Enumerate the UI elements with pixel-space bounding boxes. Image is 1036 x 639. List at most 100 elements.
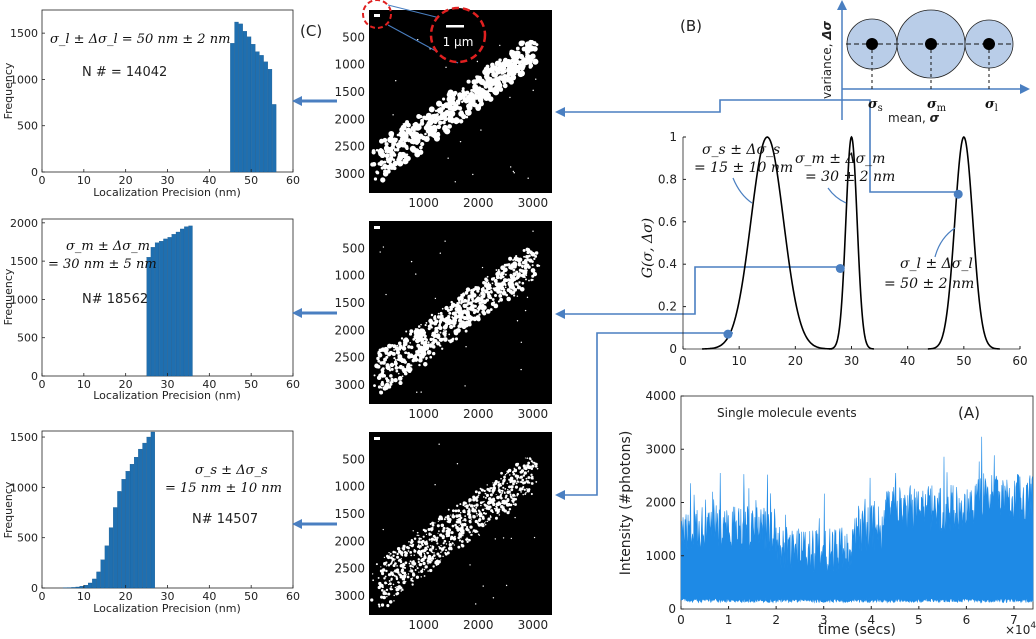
localization-point [387, 583, 390, 586]
localization-point [489, 515, 492, 517]
hist-x-ticks: 0 10 20 30 40 50 60 [39, 373, 300, 391]
localization-point [514, 503, 517, 506]
localization-point [429, 322, 432, 326]
connector-medium [563, 266, 838, 315]
localization-point [439, 316, 442, 319]
localization-point [370, 598, 374, 602]
localization-point [428, 126, 433, 131]
localization-point [442, 534, 444, 537]
localization-point [434, 297, 437, 300]
localization-point [439, 252, 441, 254]
localization-point [531, 260, 534, 263]
localization-point [407, 546, 410, 550]
localization-point [419, 145, 423, 150]
localization-point [516, 283, 519, 286]
localization-point [431, 556, 435, 560]
localization-point [517, 262, 522, 267]
localization-point [483, 503, 486, 506]
localization-point [435, 334, 441, 339]
localization-point [522, 464, 526, 468]
localization-point [400, 551, 404, 555]
localization-point [458, 525, 460, 527]
localization-point [523, 57, 529, 63]
localization-point [469, 316, 474, 321]
hist-xlabel: Localization Precision (nm) [93, 186, 241, 199]
localization-point [409, 342, 412, 344]
localization-point [421, 568, 424, 571]
localization-point [443, 546, 446, 549]
localization-point [400, 574, 404, 578]
localization-point [525, 477, 528, 480]
localization-point [410, 579, 413, 582]
localization-point [416, 352, 420, 357]
localization-point [536, 264, 540, 267]
localization-point [476, 75, 480, 79]
localization-point [513, 480, 516, 483]
localization-point [518, 63, 522, 67]
localization-point [380, 588, 384, 592]
localization-point [466, 308, 469, 311]
localization-point [417, 335, 421, 339]
localization-point [414, 124, 421, 131]
localization-point [465, 528, 468, 531]
localization-point [456, 504, 459, 507]
localization-point [413, 554, 415, 557]
x-tick-label: 40 [202, 378, 216, 391]
x-tick-label: 0 [39, 174, 46, 187]
arrowhead [292, 96, 302, 106]
localization-point [431, 134, 434, 138]
localization-point [458, 318, 463, 323]
localization-point [460, 523, 465, 527]
localization-point [392, 550, 396, 554]
localization-point [380, 382, 385, 387]
localization-point [453, 544, 456, 546]
localization-point [510, 485, 514, 489]
localization-point [401, 588, 404, 591]
localization-point [421, 352, 425, 356]
localization-point [431, 545, 433, 547]
hist-formula-line2: = 30 nm ± 5 nm [48, 257, 157, 272]
localization-point [461, 324, 467, 330]
hist-count: N # = 14042 [82, 65, 167, 80]
localization-point [438, 554, 442, 558]
localization-point [389, 374, 393, 378]
localization-point [422, 535, 425, 538]
localization-point [410, 568, 412, 570]
localization-point [380, 595, 384, 599]
localization-point [441, 347, 444, 350]
localization-point [484, 281, 487, 284]
localization-point [501, 79, 507, 85]
localization-point [451, 514, 456, 519]
localization-point [489, 79, 495, 85]
localization-point [435, 548, 437, 551]
localization-point [409, 550, 413, 554]
localization-point [519, 481, 522, 483]
localization-point [516, 288, 518, 290]
histogram-large-sigma: 0 10 20 30 40 50 60 0 500 1000 1500 Localization … [2, 9, 300, 199]
localization-point [384, 575, 387, 578]
localization-point [489, 308, 493, 312]
hist-y-ticks: 0 500 1000 1500 [10, 431, 45, 595]
localization-point [447, 339, 451, 342]
localization-points [370, 26, 539, 183]
hist-formula: σ_s ± Δσ_s [195, 463, 268, 478]
localization-point [407, 128, 413, 134]
localization-point [391, 572, 395, 577]
localization-point [393, 377, 398, 383]
localization-point [442, 526, 446, 530]
localization-point [412, 566, 414, 568]
localization-point [535, 78, 537, 80]
localization-point [522, 487, 524, 489]
hist-bar [92, 578, 97, 589]
localization-point [397, 154, 404, 161]
x-tick-label: 10 [77, 174, 91, 187]
x-tick-label: 40 [900, 354, 915, 368]
localization-point [462, 316, 467, 321]
hist-bar [259, 55, 264, 173]
ann-large-1: σ_l ± Δσ_l [900, 256, 973, 272]
localization-point [390, 379, 394, 384]
zoom-circle [429, 6, 487, 64]
localization-point [465, 109, 472, 116]
localization-point [373, 177, 378, 181]
localization-point [513, 468, 518, 473]
